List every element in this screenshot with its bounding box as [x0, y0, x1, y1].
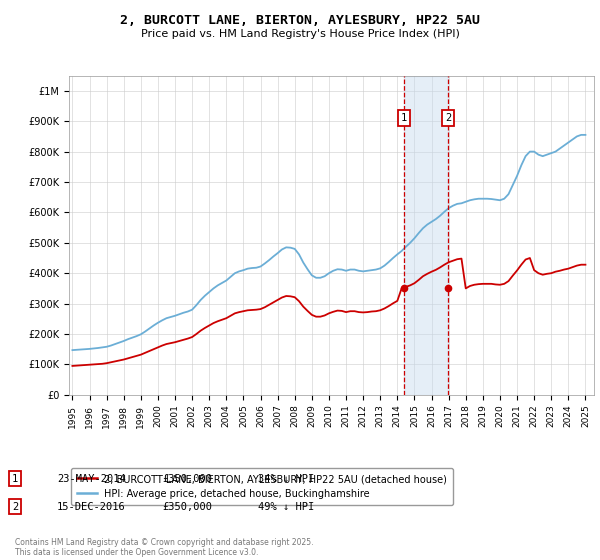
Text: 1: 1 — [401, 113, 407, 123]
Bar — [404, 76, 448, 395]
Text: Contains HM Land Registry data © Crown copyright and database right 2025.
This d: Contains HM Land Registry data © Crown c… — [15, 538, 314, 557]
Text: 49% ↓ HPI: 49% ↓ HPI — [258, 502, 314, 512]
Text: 2: 2 — [12, 502, 18, 512]
Text: 15-DEC-2016: 15-DEC-2016 — [57, 502, 126, 512]
Text: £350,000: £350,000 — [162, 502, 212, 512]
Text: £350,000: £350,000 — [162, 474, 212, 484]
Legend: 2, BURCOTT LANE, BIERTON, AYLESBURY, HP22 5AU (detached house), HPI: Average pri: 2, BURCOTT LANE, BIERTON, AYLESBURY, HP2… — [71, 468, 453, 505]
Text: 2, BURCOTT LANE, BIERTON, AYLESBURY, HP22 5AU: 2, BURCOTT LANE, BIERTON, AYLESBURY, HP2… — [120, 14, 480, 27]
Text: 34% ↓ HPI: 34% ↓ HPI — [258, 474, 314, 484]
Text: Price paid vs. HM Land Registry's House Price Index (HPI): Price paid vs. HM Land Registry's House … — [140, 29, 460, 39]
Text: 2: 2 — [445, 113, 451, 123]
Text: 23-MAY-2014: 23-MAY-2014 — [57, 474, 126, 484]
Text: 1: 1 — [12, 474, 18, 484]
